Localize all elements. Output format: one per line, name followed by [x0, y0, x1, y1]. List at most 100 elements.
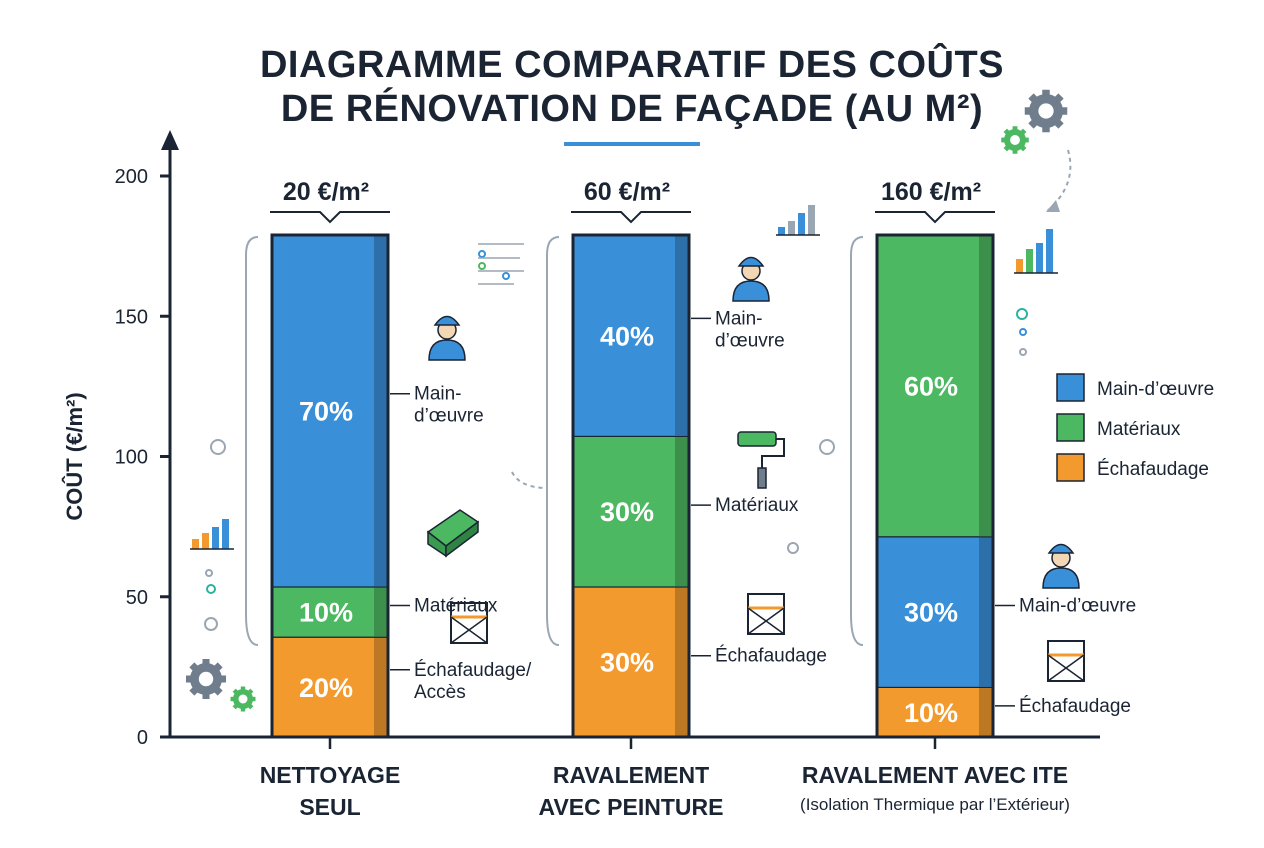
- bar-bracket: [546, 236, 560, 646]
- scaffold-brace: [747, 607, 785, 635]
- y-tick-label: 200: [115, 166, 148, 188]
- bar-segment-fill: [272, 586, 388, 637]
- bar-group: 160 €/m² 10% Échafaudage 30% Main-d’œuvre 60%…: [800, 178, 1136, 814]
- gear-hole: [1038, 103, 1054, 119]
- mini-bar: [202, 533, 209, 549]
- decor-dot-icon: [204, 617, 218, 631]
- bar-segment-percent-label: 30%: [600, 648, 654, 678]
- decor-dot-icon: [478, 250, 486, 258]
- mini-bar: [1016, 259, 1023, 273]
- bar-total-pointer: [270, 211, 390, 224]
- bar-segment-materiaux: 10% Matériaux: [272, 585, 498, 637]
- segment-callout-label: Matériaux: [715, 495, 799, 516]
- roller-head: [737, 431, 777, 447]
- decor-dot-icon: [819, 439, 835, 455]
- bar-segment-main-oeuvre: 30% Main-d’œuvre: [877, 534, 1136, 687]
- category-label: RAVALEMENT: [553, 762, 709, 788]
- legend-label: Échafaudage: [1097, 459, 1209, 480]
- legend-swatch: [1056, 453, 1085, 482]
- decor-dot-icon: [205, 569, 213, 577]
- mini-bar: [798, 213, 805, 235]
- worker-body: [732, 280, 770, 302]
- segment-callout-label: d’œuvre: [715, 330, 785, 351]
- bar-segment-fill: [573, 586, 689, 737]
- mini-bar: [212, 527, 219, 549]
- worker-helmet: [433, 315, 461, 326]
- scaffold-brace: [1047, 654, 1085, 682]
- gear-hole: [238, 694, 248, 704]
- bar-segment-shade: [374, 586, 388, 637]
- y-tick-label: 100: [115, 447, 148, 469]
- decor-dot-icon: [478, 262, 486, 270]
- mini-bar-chart-icon: [776, 205, 820, 236]
- segment-callout-label: d’œuvre: [414, 406, 484, 427]
- mini-bar: [788, 221, 795, 235]
- worker-helmet: [1047, 543, 1075, 554]
- legend-label: Matériaux: [1097, 419, 1181, 440]
- legend: Main-d’œuvre Matériaux Échafaudage: [1056, 373, 1214, 482]
- gear-hole: [198, 671, 214, 687]
- bar-segment-percent-label: 20%: [299, 673, 353, 703]
- scaffold-frame: [450, 602, 488, 644]
- material-block: [445, 520, 479, 558]
- scaffold-brace: [450, 616, 488, 644]
- dotted-arrow-icon: [511, 471, 549, 489]
- bar-segment-fill: [877, 536, 993, 687]
- bar-segment-fill: [573, 235, 689, 436]
- gear-icon: [1001, 126, 1029, 154]
- decor-dot-icon: [1016, 308, 1028, 320]
- worker-icon: [732, 256, 770, 302]
- scaffold-icon: [450, 602, 488, 644]
- bar-bracket: [850, 236, 864, 646]
- gear-hole: [1010, 135, 1020, 145]
- legend-label: Main-d’œuvre: [1097, 379, 1214, 400]
- decor-dot-icon: [1019, 348, 1027, 356]
- bar-segment-percent-label: 10%: [299, 598, 353, 628]
- bar-segment-shade: [374, 636, 388, 737]
- bar-segment-materiaux: 30% Matériaux: [573, 434, 799, 587]
- bar-segment-shade: [979, 686, 993, 737]
- worker-icon: [428, 315, 466, 361]
- bar-segment-shade: [979, 235, 993, 537]
- y-axis-title: COÛT (€/m²): [62, 392, 87, 520]
- scaffold-icon: [747, 593, 785, 635]
- decor-dot-icon: [787, 542, 799, 554]
- legend-item: Main-d’œuvre: [1056, 373, 1214, 402]
- mini-bar: [192, 539, 199, 549]
- gear-icon: [186, 659, 226, 699]
- mini-bar: [1036, 243, 1043, 273]
- gear-icon: [230, 686, 256, 712]
- bar-group: 20 €/m² 20% Échafaudage/Accès 10% Matériaux 7…: [245, 178, 532, 820]
- building-materials-icon: [426, 509, 480, 558]
- bar-segment-echafaudage: 30% Échafaudage: [573, 585, 827, 737]
- mini-bar-chart-icon: [190, 519, 234, 550]
- bar-total-label: 160 €/m²: [881, 178, 981, 206]
- segment-callout-label: Main-: [414, 384, 462, 405]
- bar-total-pointer: [875, 211, 995, 224]
- roller-handle: [757, 467, 767, 489]
- category-label: AVEC PEINTURE: [539, 794, 724, 820]
- mini-bar: [778, 227, 785, 235]
- bar-segment-shade: [374, 235, 388, 587]
- mini-bar: [1046, 229, 1053, 273]
- bar-segment-percent-label: 40%: [600, 321, 654, 351]
- dotted-arrow-icon: [1045, 149, 1072, 213]
- bar-segment-shade: [979, 536, 993, 687]
- bar-segment-main-oeuvre: 40% Main-d’œuvre: [573, 235, 785, 436]
- bars: 20 €/m² 20% Échafaudage/Accès 10% Matériaux 7…: [245, 178, 1136, 820]
- segment-callout-label: Échafaudage: [715, 646, 827, 667]
- bar-segment-main-oeuvre: 70% Main-d’œuvre: [272, 235, 484, 587]
- bar-segment-percent-label: 70%: [299, 397, 353, 427]
- decorative-icons: [186, 89, 1085, 712]
- worker-body: [1042, 567, 1080, 589]
- worker-body: [428, 339, 466, 361]
- bar-segment-materiaux: 60%: [877, 235, 993, 537]
- legend-item: Échafaudage: [1056, 453, 1209, 482]
- y-axis-arrow-icon: [161, 130, 179, 150]
- bar-segment-shade: [675, 435, 689, 587]
- decor-dot-icon: [206, 584, 216, 594]
- bar-segment-shade: [675, 235, 689, 436]
- mini-bar: [222, 519, 229, 549]
- y-tick-label: 0: [137, 727, 148, 749]
